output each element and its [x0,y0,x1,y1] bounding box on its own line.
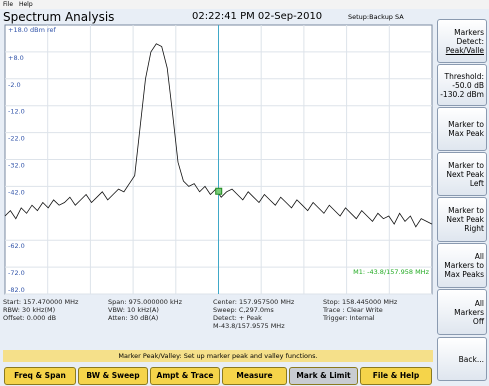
y-tick-label: +8.0 [8,54,24,62]
softkey[interactable]: Marker to Next Peak Right [437,197,487,242]
softkey[interactable]: Markers Detect: Peak/Valle [437,19,487,63]
function-button[interactable]: BW & Sweep [78,367,148,385]
setup-name: Setup:Backup SA [348,13,404,21]
softkey-label: Max Peak [448,129,484,138]
softkey[interactable]: Marker to Max Peak [437,107,487,151]
softkey-label: -130.2 dBm [440,89,484,99]
function-button[interactable]: Measure [222,367,287,385]
menu-bar: File Help [0,0,489,9]
setting-text: Atten: 30 dB(A) [108,314,159,322]
softkey[interactable]: Back... [437,337,487,381]
setting-text: M-43.8/157.9575 MHz [213,322,285,330]
softkey[interactable]: All Markers to Max Peaks [437,243,487,288]
softkey[interactable]: All Markers Off [437,289,487,335]
function-button[interactable]: Freq & Span [4,367,76,385]
softkey-label: Markers [454,27,484,37]
setting-text: Sweep: C,297.0ms [213,306,274,314]
status-bar: Marker Peak/Valley: Set up marker peak a… [3,350,433,362]
softkey-label: Right [464,224,484,233]
softkey[interactable]: Marker to Next Peak Left [437,152,487,196]
softkey-label: Next Peak [446,169,484,179]
softkey-label: Next Peak [446,215,484,224]
softkey-label: Back... [458,354,484,364]
softkey-label: Threshold: [444,71,485,81]
function-button[interactable]: File & Help [360,367,432,385]
y-tick-label: -82.0 [8,286,25,294]
softkey-label: Detect: [456,36,484,46]
setting-text: Start: 157.470000 MHz [3,298,79,306]
menu-item[interactable]: File [3,1,14,8]
softkey-label: Markers to [444,261,484,270]
y-tick-label: -22.0 [8,135,25,143]
setting-text: Center: 157.957500 MHz [213,298,295,306]
spectrum-plot: +18.0 dBm ref +8.0 -2.0 -12.0 -22.0 -32.0 -42.… [4,24,433,295]
y-tick-label: -32.0 [8,162,25,170]
setting-text: RBW: 30 kHz(M) [3,306,56,314]
softkey-label: -50.0 dB [452,80,484,90]
marker [215,187,223,195]
setting-text: VBW: 10 kHz(A) [108,306,159,314]
softkey-label: Markers [454,307,484,317]
y-tick-label: -72.0 [8,269,25,277]
y-tick-label: -42.0 [8,188,25,196]
marker-readout: M1: -43.8/157.958 MHz [353,268,429,276]
setting-text: Span: 975.000000 kHz [108,298,183,306]
clock: 02:22:41 PM 02-Sep-2010 [192,11,323,22]
softkey-label: All [474,252,484,261]
softkey[interactable]: Threshold: -50.0 dB -130.2 dBm [437,64,487,106]
softkey-label: Left [469,178,484,188]
softkey-label: Peak/Valle [445,45,484,55]
function-button[interactable]: Ampt & Trace [150,367,220,385]
softkey-label: All [474,298,484,308]
y-tick-label: -2.0 [8,81,21,89]
softkey-label: Marker to [448,120,484,129]
settings-panel: Start: 157.470000 MHz RBW: 30 kHz(M) Offse… [3,298,433,348]
softkey-label: Max Peaks [444,270,484,279]
softkey-label: Off [472,316,484,326]
setting-text: Offset: 0.000 dB [3,314,57,322]
setting-text: Detect: + Peak [213,314,262,322]
app-title: Spectrum Analysis [3,10,115,24]
function-button[interactable]: Mark & Limit [289,367,358,385]
softkey-label: Marker to [448,206,484,215]
menu-item[interactable]: Help [18,1,33,8]
ref-label: +18.0 dBm ref [8,26,56,34]
setting-text: Trigger: Internal [323,314,375,322]
setting-text: Stop: 158.445000 MHz [323,298,398,306]
y-tick-label: -62.0 [8,242,25,250]
y-tick-label: -12.0 [8,108,25,116]
softkey-label: Marker to [448,160,484,170]
setting-text: Trace : Clear Write [323,306,383,314]
